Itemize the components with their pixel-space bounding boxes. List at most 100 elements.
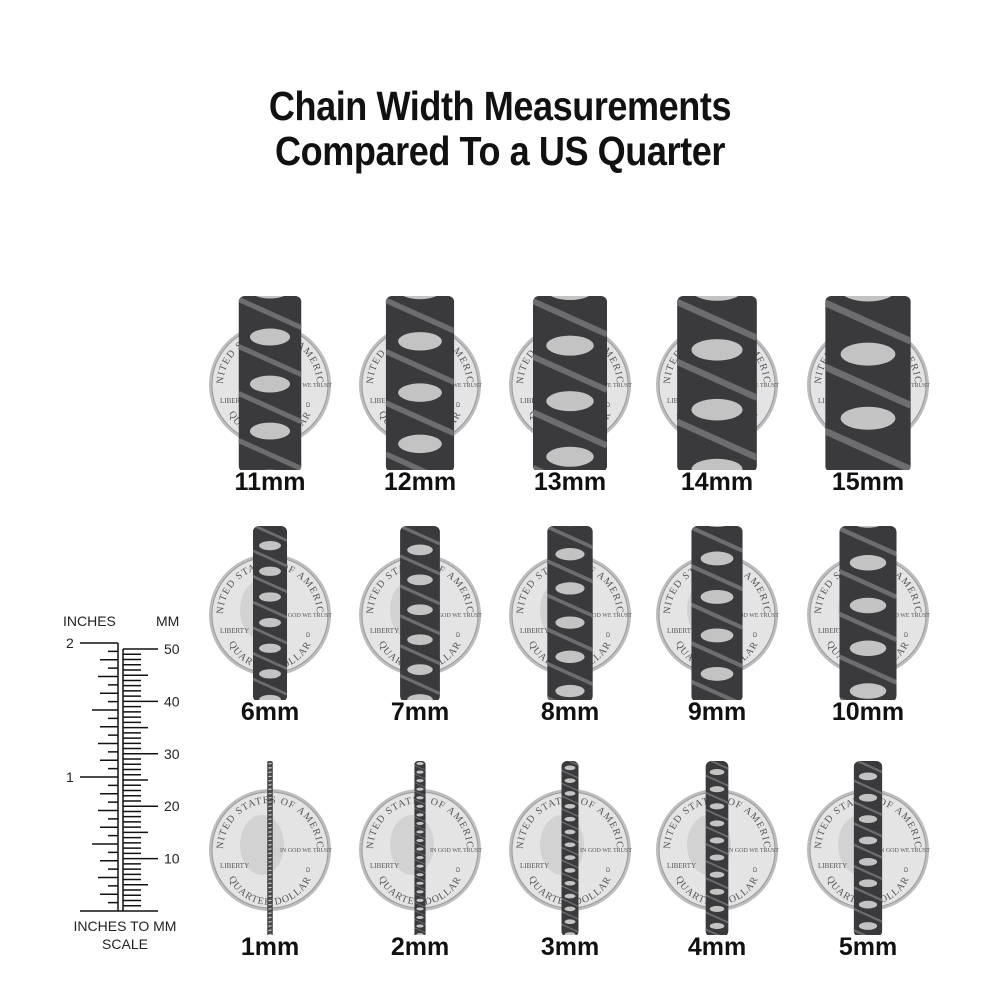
- svg-text:D: D: [606, 633, 611, 639]
- chain: [400, 526, 440, 700]
- svg-text:LIBERTY: LIBERTY: [667, 627, 696, 635]
- chain-item: UNITED STATES OF AMERICAQUARTER DOLLARLI…: [345, 755, 495, 985]
- title-line-2: Compared To a US Quarter: [275, 128, 725, 174]
- mm-tick-label: 20: [164, 798, 180, 814]
- inch-tick-label: 2: [66, 635, 74, 651]
- chain-width-label: 14mm: [680, 468, 754, 496]
- svg-text:D: D: [904, 868, 909, 874]
- chain: [561, 761, 579, 935]
- title-line-1: Chain Width Measurements: [268, 83, 732, 129]
- chain: [677, 296, 757, 470]
- chain-item: UNITED STATES OF AMERICAQUARTER DOLLARLI…: [793, 755, 943, 985]
- svg-text:IN GOD WE TRUST: IN GOD WE TRUST: [878, 613, 930, 619]
- chain-item: UNITED STATES OF AMERICAQUARTER DOLLARLI…: [793, 290, 943, 520]
- coin-with-chain: UNITED STATES OF AMERICAQUARTER DOLLARLI…: [195, 520, 332, 700]
- coin-with-chain: UNITED STATES OF AMERICAQUARTER DOLLARLI…: [793, 755, 930, 935]
- svg-text:IN GOD WE TRUST: IN GOD WE TRUST: [580, 613, 632, 619]
- chain: [691, 526, 743, 700]
- chain-item: UNITED STATES OF AMERICAQUARTER DOLLARLI…: [642, 520, 792, 750]
- chain: [825, 296, 911, 470]
- mm-tick-label: 30: [164, 746, 180, 762]
- svg-text:D: D: [456, 403, 461, 409]
- chain-width-label: 8mm: [540, 698, 600, 726]
- chain: [853, 761, 883, 935]
- chain: [385, 296, 455, 470]
- svg-text:LIBERTY: LIBERTY: [370, 862, 399, 870]
- chain-width-label: 7mm: [390, 698, 450, 726]
- chain-item: UNITED STATES OF AMERICAQUARTER DOLLARLI…: [195, 520, 345, 750]
- chain: [267, 761, 273, 935]
- coin-with-chain: UNITED STATES OF AMERICAQUARTER DOLLARLI…: [345, 520, 482, 700]
- mm-label: MM: [156, 613, 180, 629]
- svg-text:IN GOD WE TRUST: IN GOD WE TRUST: [878, 848, 930, 854]
- svg-text:LIBERTY: LIBERTY: [818, 862, 847, 870]
- chain: [547, 526, 593, 700]
- mm-tick-label: 50: [164, 641, 180, 657]
- svg-text:IN GOD WE TRUST: IN GOD WE TRUST: [430, 848, 482, 854]
- chain: [839, 526, 897, 700]
- chain-width-label: 5mm: [838, 933, 898, 961]
- svg-text:D: D: [306, 633, 311, 639]
- chain: [414, 761, 426, 935]
- svg-text:D: D: [606, 403, 611, 409]
- chain-item: UNITED STATES OF AMERICAQUARTER DOLLARLI…: [495, 755, 645, 985]
- svg-text:LIBERTY: LIBERTY: [370, 397, 399, 405]
- mm-tick-label: 40: [164, 693, 180, 709]
- svg-text:IN GOD WE TRUST: IN GOD WE TRUST: [580, 848, 632, 854]
- inch-tick-label: 1: [66, 769, 74, 785]
- chain: [705, 761, 729, 935]
- chain-item: UNITED STATES OF AMERICAQUARTER DOLLARLI…: [195, 290, 345, 520]
- chain-item: UNITED STATES OF AMERICAQUARTER DOLLARLI…: [642, 755, 792, 985]
- svg-text:D: D: [456, 868, 461, 874]
- chain-width-label: 15mm: [831, 468, 905, 496]
- coin-with-chain: UNITED STATES OF AMERICAQUARTER DOLLARLI…: [345, 755, 482, 935]
- mm-tick-label: 10: [164, 851, 180, 867]
- coin-with-chain: UNITED STATES OF AMERICAQUARTER DOLLARLI…: [642, 755, 779, 935]
- chain-width-label: 12mm: [383, 468, 457, 496]
- chain-width-label: 9mm: [687, 698, 747, 726]
- chain: [252, 526, 288, 700]
- svg-text:IN GOD WE TRUST: IN GOD WE TRUST: [727, 613, 779, 619]
- chain-width-label: 4mm: [687, 933, 747, 961]
- chain-item: UNITED STATES OF AMERICAQUARTER DOLLARLI…: [195, 755, 345, 985]
- svg-text:IN GOD WE TRUST: IN GOD WE TRUST: [280, 383, 332, 389]
- svg-text:IN GOD WE TRUST: IN GOD WE TRUST: [430, 613, 482, 619]
- chain-width-label: 3mm: [540, 933, 600, 961]
- svg-text:LIBERTY: LIBERTY: [370, 627, 399, 635]
- chain-item: UNITED STATES OF AMERICAQUARTER DOLLARLI…: [642, 290, 792, 520]
- chain-width-label: 11mm: [234, 468, 306, 496]
- chain-item: UNITED STATES OF AMERICAQUARTER DOLLARLI…: [495, 520, 645, 750]
- quarter-coin: UNITED STATES OF AMERICAQUARTER DOLLARLI…: [195, 755, 332, 911]
- chain: [532, 296, 608, 470]
- svg-text:IN GOD WE TRUST: IN GOD WE TRUST: [280, 613, 332, 619]
- coin-with-chain: UNITED STATES OF AMERICAQUARTER DOLLARLI…: [642, 520, 779, 700]
- coin-with-chain: UNITED STATES OF AMERICAQUARTER DOLLARLI…: [642, 290, 779, 470]
- chain-width-label: 13mm: [533, 468, 607, 496]
- svg-text:IN GOD WE TRUST: IN GOD WE TRUST: [727, 848, 779, 854]
- quarter-coin: UNITED STATES OF AMERICAQUARTER DOLLARLI…: [495, 755, 632, 911]
- coin-with-chain: UNITED STATES OF AMERICAQUARTER DOLLARLI…: [195, 755, 332, 935]
- chain-width-label: 6mm: [240, 698, 300, 726]
- svg-text:LIBERTY: LIBERTY: [520, 627, 549, 635]
- coin-with-chain: UNITED STATES OF AMERICAQUARTER DOLLARLI…: [495, 755, 632, 935]
- coin-with-chain: UNITED STATES OF AMERICAQUARTER DOLLARLI…: [793, 520, 930, 700]
- svg-text:D: D: [753, 868, 758, 874]
- coin-with-chain: UNITED STATES OF AMERICAQUARTER DOLLARLI…: [793, 290, 930, 470]
- coin-with-chain: UNITED STATES OF AMERICAQUARTER DOLLARLI…: [495, 290, 632, 470]
- svg-text:D: D: [306, 403, 311, 409]
- svg-text:LIBERTY: LIBERTY: [520, 862, 549, 870]
- svg-text:D: D: [904, 633, 909, 639]
- coin-with-chain: UNITED STATES OF AMERICAQUARTER DOLLARLI…: [195, 290, 332, 470]
- chain-item: UNITED STATES OF AMERICAQUARTER DOLLARLI…: [345, 290, 495, 520]
- svg-text:IN GOD WE TRUST: IN GOD WE TRUST: [280, 848, 332, 854]
- svg-text:LIBERTY: LIBERTY: [818, 627, 847, 635]
- chain-item: UNITED STATES OF AMERICAQUARTER DOLLARLI…: [793, 520, 943, 750]
- svg-text:LIBERTY: LIBERTY: [220, 862, 249, 870]
- chain-width-label: 10mm: [831, 698, 905, 726]
- chain-item: UNITED STATES OF AMERICAQUARTER DOLLARLI…: [495, 290, 645, 520]
- coin-with-chain: UNITED STATES OF AMERICAQUARTER DOLLARLI…: [345, 290, 482, 470]
- chain-width-label: 2mm: [390, 933, 450, 961]
- chain-width-label: 1mm: [240, 933, 300, 961]
- svg-text:D: D: [456, 633, 461, 639]
- ruler-caption-1: INCHES TO MM: [73, 918, 177, 934]
